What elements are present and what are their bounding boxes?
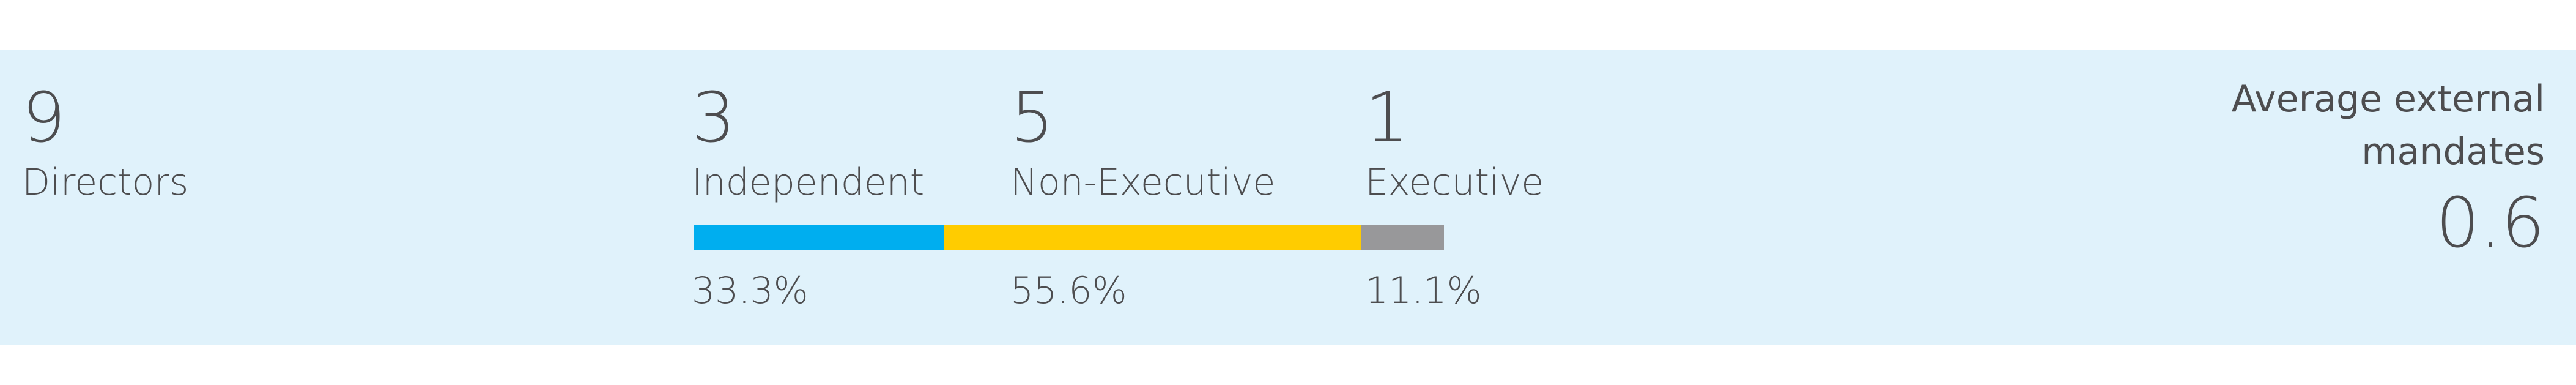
share-label: 55.6% <box>1010 269 1127 312</box>
bar-segment <box>1360 225 1444 250</box>
group-label: Executive <box>1365 161 1544 204</box>
share-label: 11.1% <box>1365 269 1482 312</box>
total-count: 9 <box>22 78 66 158</box>
bar-segment <box>943 225 1361 250</box>
group-label: Independent <box>692 161 925 204</box>
group-count: 3 <box>692 78 736 158</box>
group-count: 1 <box>1365 78 1409 158</box>
summary-panel <box>0 50 2576 345</box>
mandates-value: 0.6 <box>2435 184 2545 263</box>
bar-segment <box>694 225 944 250</box>
group-label: Non-Executive <box>1010 161 1276 204</box>
total-label: Directors <box>22 161 189 204</box>
mandates-label: Average external mandates <box>2231 78 2545 173</box>
share-label: 33.3% <box>692 269 809 312</box>
group-count: 5 <box>1010 78 1054 158</box>
